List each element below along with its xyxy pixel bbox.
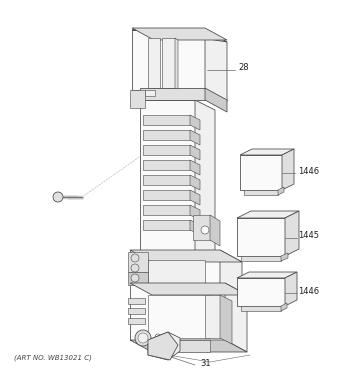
Polygon shape	[240, 149, 294, 155]
Polygon shape	[190, 190, 200, 205]
Polygon shape	[128, 252, 148, 272]
Polygon shape	[281, 253, 288, 261]
Polygon shape	[143, 205, 190, 215]
Text: 28: 28	[238, 63, 248, 72]
Polygon shape	[148, 332, 180, 360]
Circle shape	[53, 192, 63, 202]
Polygon shape	[220, 295, 232, 344]
Polygon shape	[143, 190, 190, 200]
Polygon shape	[132, 28, 227, 40]
Polygon shape	[285, 211, 299, 256]
Circle shape	[131, 274, 139, 282]
Text: 31: 31	[200, 360, 211, 369]
Polygon shape	[143, 115, 190, 125]
Polygon shape	[237, 211, 299, 218]
Polygon shape	[128, 308, 145, 314]
Polygon shape	[190, 220, 200, 235]
Text: (ART NO. WB13021 C): (ART NO. WB13021 C)	[14, 355, 92, 361]
Polygon shape	[237, 278, 285, 306]
Polygon shape	[148, 38, 160, 88]
Polygon shape	[190, 115, 200, 130]
Polygon shape	[130, 250, 242, 262]
Polygon shape	[155, 340, 210, 352]
Circle shape	[131, 254, 139, 262]
Polygon shape	[244, 190, 278, 195]
Polygon shape	[210, 215, 220, 246]
Polygon shape	[278, 187, 284, 195]
Polygon shape	[130, 283, 225, 340]
Polygon shape	[143, 130, 190, 140]
Polygon shape	[190, 145, 200, 160]
Polygon shape	[140, 88, 205, 100]
Polygon shape	[130, 283, 247, 295]
Polygon shape	[128, 272, 148, 285]
Polygon shape	[281, 303, 287, 311]
Polygon shape	[130, 340, 247, 352]
Polygon shape	[132, 30, 227, 42]
Polygon shape	[237, 218, 285, 256]
Polygon shape	[175, 38, 178, 90]
Polygon shape	[225, 283, 247, 352]
Polygon shape	[190, 130, 200, 145]
Polygon shape	[140, 100, 195, 255]
Polygon shape	[148, 332, 178, 360]
Circle shape	[131, 264, 139, 272]
Polygon shape	[128, 298, 145, 304]
Polygon shape	[190, 175, 200, 190]
Polygon shape	[220, 250, 242, 297]
Polygon shape	[282, 149, 294, 190]
Polygon shape	[193, 215, 210, 240]
Polygon shape	[148, 295, 210, 338]
Text: 1446: 1446	[298, 167, 319, 176]
Circle shape	[155, 334, 161, 340]
Polygon shape	[130, 250, 220, 285]
Polygon shape	[130, 90, 145, 108]
Polygon shape	[285, 272, 297, 306]
Circle shape	[201, 226, 209, 234]
Polygon shape	[143, 175, 190, 185]
Polygon shape	[190, 205, 200, 220]
Polygon shape	[205, 88, 227, 112]
Polygon shape	[145, 90, 155, 96]
Polygon shape	[240, 155, 282, 190]
Polygon shape	[143, 145, 190, 155]
Text: 1446: 1446	[298, 288, 319, 297]
Circle shape	[138, 333, 148, 343]
Polygon shape	[241, 256, 281, 261]
Polygon shape	[132, 30, 205, 90]
Polygon shape	[205, 30, 227, 102]
Circle shape	[135, 330, 151, 346]
Polygon shape	[195, 100, 215, 265]
Polygon shape	[241, 306, 281, 311]
Polygon shape	[162, 38, 175, 88]
Polygon shape	[143, 160, 190, 170]
Polygon shape	[205, 295, 220, 338]
Text: 1445: 1445	[298, 232, 319, 241]
Polygon shape	[190, 160, 200, 175]
Circle shape	[139, 334, 145, 340]
Polygon shape	[148, 260, 205, 283]
Polygon shape	[128, 318, 145, 324]
Polygon shape	[237, 272, 297, 278]
Polygon shape	[143, 220, 190, 230]
